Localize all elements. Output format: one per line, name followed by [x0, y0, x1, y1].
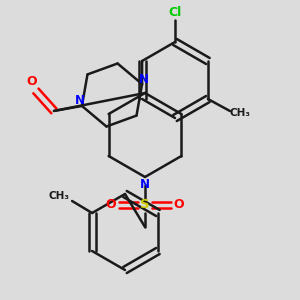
Text: CH₃: CH₃: [49, 191, 70, 201]
Text: O: O: [106, 199, 116, 212]
Text: N: N: [140, 178, 150, 190]
Text: O: O: [174, 199, 184, 212]
Text: CH₃: CH₃: [230, 108, 250, 118]
Text: O: O: [27, 75, 37, 88]
Text: N: N: [139, 73, 149, 85]
Text: S: S: [140, 199, 150, 212]
Text: N: N: [75, 94, 85, 107]
Text: Cl: Cl: [168, 7, 182, 20]
